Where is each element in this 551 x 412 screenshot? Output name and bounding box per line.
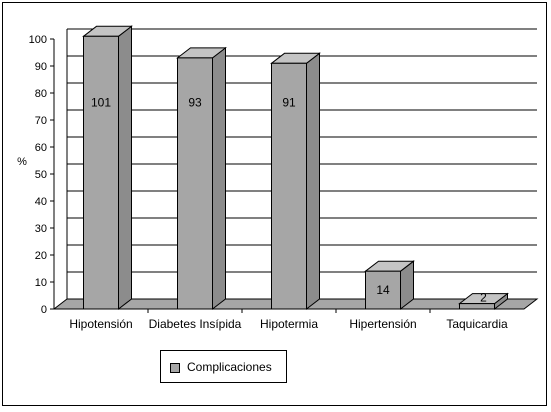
legend-swatch <box>170 363 180 373</box>
bar-side <box>118 25 132 311</box>
x-tick-label: Hipotensión <box>69 317 132 331</box>
data-label: 2 <box>480 291 487 305</box>
y-tick-label: 100 <box>29 34 47 46</box>
y-tick-label: 20 <box>35 250 47 262</box>
y-tick-label: 50 <box>35 169 47 181</box>
bar <box>177 57 213 310</box>
bar-side <box>212 46 226 311</box>
data-label: 91 <box>282 96 296 110</box>
bar <box>83 35 119 310</box>
data-label: 14 <box>376 283 390 297</box>
legend: Complicaciones <box>160 350 287 383</box>
bar <box>271 62 307 310</box>
y-tick-label: 80 <box>35 88 47 100</box>
y-tick-label: 90 <box>35 61 47 73</box>
y-tick-label: 70 <box>35 115 47 127</box>
y-tick-label: 10 <box>35 277 47 289</box>
bar <box>459 303 495 310</box>
y-tick-label: 30 <box>35 223 47 235</box>
x-tick-label: Diabetes Insípida <box>149 317 242 331</box>
x-tick-label: Hipotermia <box>260 317 318 331</box>
y-tick-label: 40 <box>35 196 47 208</box>
legend-label: Complicaciones <box>187 360 272 374</box>
data-label: 101 <box>91 96 111 110</box>
data-label: 93 <box>188 96 202 110</box>
x-tick-label: Taquicardia <box>446 317 508 331</box>
bar <box>365 270 401 310</box>
bar-side <box>306 52 320 311</box>
x-tick-label: Hipertensión <box>349 317 416 331</box>
y-tick-label: 60 <box>35 142 47 154</box>
y-axis-label: % <box>17 156 27 168</box>
y-tick-label: 0 <box>41 304 47 316</box>
